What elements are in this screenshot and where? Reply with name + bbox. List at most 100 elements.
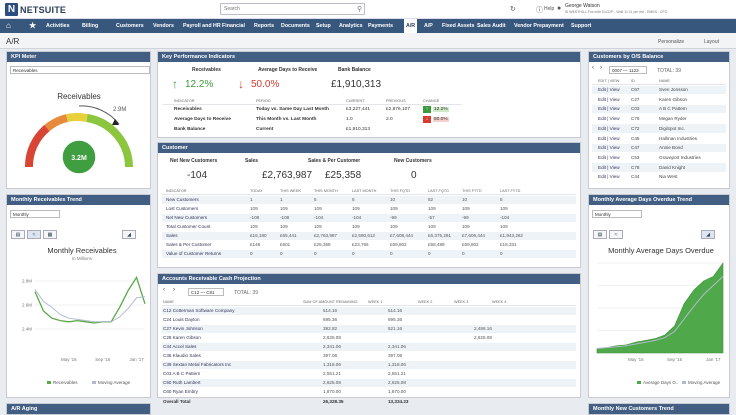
nav-tab-vendor-prepayment[interactable]: Vendor Prepayment — [514, 23, 564, 29]
home-icon[interactable]: ⌂ — [6, 21, 11, 30]
customer-title: Customer — [158, 143, 580, 153]
ar-customer-link[interactable]: C12 Cotterman Software Company — [163, 308, 235, 313]
ar-customer-link[interactable]: C36 Klaudio Sales — [163, 353, 201, 358]
bar-chart-icon[interactable]: ▤ — [11, 230, 25, 239]
nav-tab-analytics[interactable]: Analytics — [339, 23, 363, 29]
netsuite-logo[interactable]: N — [5, 3, 18, 16]
cb-edit-view-link[interactable]: Edit | View — [598, 116, 620, 122]
global-search-input[interactable] — [220, 3, 365, 15]
cb-edit-view-link[interactable]: Edit | View — [598, 164, 620, 170]
user-menu[interactable]: George Watson SI WESTHILL Fox with S1CDP… — [565, 3, 667, 15]
cb-edit-view-link[interactable]: Edit | View — [598, 106, 620, 112]
nav-tab-support[interactable]: Support — [571, 23, 592, 29]
nav-tab-customers[interactable]: Customers — [116, 23, 144, 29]
user-icon[interactable]: ● — [557, 5, 562, 12]
cb-edit-view-link[interactable]: Edit | View — [598, 154, 620, 160]
receivables-chart-subtitle: in Millions — [72, 256, 93, 261]
cb-edit-view-link[interactable]: Edit | View — [598, 135, 620, 141]
customer-col-header: INDICATOR — [166, 189, 187, 193]
nav-tab-billing[interactable]: Billing — [82, 23, 99, 29]
layout-button[interactable]: Layout — [704, 39, 720, 45]
customer-cell: £148 — [250, 242, 261, 247]
legend-swatch — [637, 381, 641, 384]
customer-col-header: THIS WEEK — [280, 189, 301, 193]
customer-cell: -104 — [500, 215, 510, 220]
ar-range-select[interactable]: C12 — C81 — [188, 288, 224, 296]
nav-tab-documents[interactable]: Documents — [281, 23, 310, 29]
ar-customer-link[interactable]: C50 Ruth Lambert — [163, 380, 201, 385]
nav-tab-reports[interactable]: Reports — [254, 23, 275, 29]
ar-cell: 2,486.16 — [474, 326, 492, 331]
ar-customer-link[interactable]: C28 Karen Gibson — [163, 335, 201, 340]
cb-edit-view-link[interactable]: Edit | View — [598, 96, 620, 102]
overdue-period-select[interactable]: Monthly — [592, 210, 642, 218]
cb-next-icon[interactable]: › — [600, 65, 602, 71]
ar-customer-link[interactable]: C60 Ryan Embry — [163, 389, 198, 394]
ar-cell: 514.16 — [388, 308, 403, 313]
nav-tab-vendors[interactable]: Vendors — [153, 23, 174, 29]
customer-cell: 109 — [500, 224, 508, 229]
cb-total-count: TOTAL: 39 — [657, 67, 681, 74]
nav-tab-fixed-assets[interactable]: Fixed Assets — [442, 23, 475, 29]
nav-tab-payments[interactable]: Payments — [368, 23, 394, 29]
cb-edit-view-link[interactable]: Edit | View — [598, 145, 620, 151]
help-label[interactable]: Help — [544, 6, 555, 12]
overdue-line-icon[interactable]: ≈ — [609, 230, 623, 239]
customer-cell: 109 — [390, 224, 398, 229]
customers-balance-title: Customers by O/S Balance — [589, 52, 729, 62]
customer-cell: Net New Customers — [166, 215, 208, 220]
ar-customer-link[interactable]: C24 Louis Dayton — [163, 317, 200, 322]
overdue-bar-icon[interactable]: ▤ — [593, 230, 607, 239]
nav-tab-sales-audit[interactable]: Sales Audit — [477, 23, 506, 29]
ar-customer-link[interactable]: C34 Accel Sales — [163, 344, 197, 349]
ar-customer-link[interactable]: C39 Sextan Metal Fabricators Inc — [163, 362, 232, 367]
line-chart-icon[interactable]: ≈ — [27, 230, 41, 239]
kpi-cell: £3,227,441 — [346, 107, 371, 112]
cb-edit-view-link[interactable]: Edit | View — [598, 87, 620, 92]
prev-page-icon[interactable]: ‹ — [163, 287, 165, 293]
customer-row-bg — [162, 249, 576, 258]
ar-row-bg — [162, 342, 576, 351]
customer-cell: -99 — [462, 215, 469, 220]
nav-tab-activities[interactable]: Activities — [46, 23, 70, 29]
star-icon[interactable]: ★ — [29, 21, 37, 30]
cb-row-bg — [592, 85, 726, 94]
next-page-icon[interactable]: › — [173, 287, 175, 293]
area-chart-icon[interactable]: ◢ — [122, 230, 136, 239]
customer-cell: £69,802 — [462, 242, 479, 247]
recent-icon[interactable]: ↻ — [510, 6, 516, 13]
column-chart-icon[interactable]: ▦ — [43, 230, 57, 239]
kpi-card-value: £1,910,313 — [331, 79, 382, 90]
nav-tab-setup[interactable]: Setup — [316, 23, 331, 29]
nav-tab-a-r[interactable]: A/R — [404, 19, 418, 33]
search-icon[interactable]: ⚲ — [357, 6, 363, 13]
ar-cell: 2,625.08 — [323, 380, 341, 385]
help-icon[interactable]: ⓘ — [536, 7, 543, 14]
customer-cell: £18,331 — [500, 242, 517, 247]
customer-cell: Sales — [166, 233, 178, 238]
customer-card-label: Net New Customers — [170, 158, 218, 164]
ar-customer-link[interactable]: C27 Kevin Johnson — [163, 326, 203, 331]
kpi-col-header: CURRENT — [346, 99, 365, 103]
customer-card-label: New Customers — [394, 158, 432, 164]
nav-tab-payroll-and-hr[interactable]: Payroll and HR — [183, 23, 221, 29]
customer-cell: £7,606,444 — [462, 233, 485, 238]
ar-aging-title: A/R Aging — [7, 404, 150, 414]
overdue-area-icon[interactable]: ◢ — [701, 230, 715, 239]
overdue-chart-title: Monthly Average Days Overdue — [608, 246, 714, 255]
cb-prev-icon[interactable]: ‹ — [592, 65, 594, 71]
kpi-meter-select[interactable]: Receivables — [10, 66, 150, 74]
cb-range-select[interactable]: 0007 — 1123 — [609, 66, 647, 74]
cb-edit-view-link[interactable]: Edit | View — [598, 125, 620, 131]
receivables-period-select[interactable]: Monthly — [10, 210, 60, 218]
nav-tab-a-p[interactable]: A/P — [424, 23, 433, 29]
kpi-col-header: CHANGE — [423, 99, 440, 103]
legend-label: Moving Average — [98, 380, 131, 385]
cb-edit-view-link[interactable]: Edit | View — [598, 174, 620, 180]
cb-cell: A B C Pattern — [659, 106, 687, 112]
ar-customer-link[interactable]: C03 A B C Pattern — [163, 371, 201, 376]
personalize-button[interactable]: Personalize — [658, 39, 685, 45]
kpi-cell: Current — [256, 127, 274, 132]
new-customers-trend-portlet: Monthly New Customers Trend — [588, 403, 730, 415]
nav-tab-financial[interactable]: Financial — [222, 23, 245, 29]
